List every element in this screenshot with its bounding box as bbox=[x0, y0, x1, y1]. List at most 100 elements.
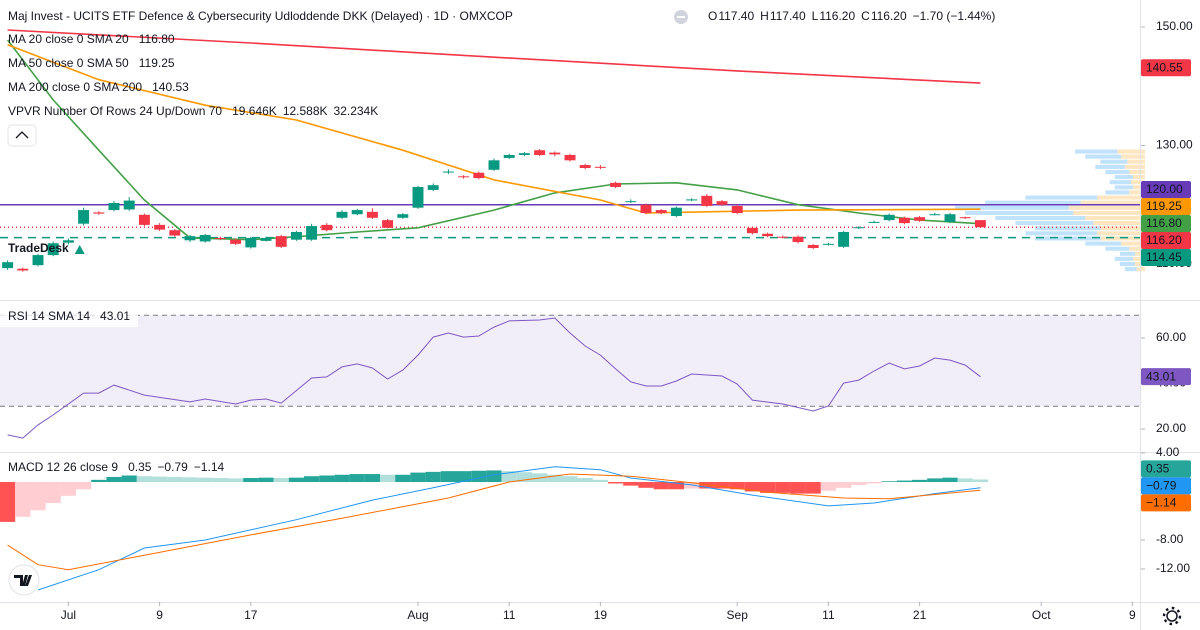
macd-histogram-bar bbox=[334, 474, 350, 483]
macd-histogram-bar bbox=[714, 482, 730, 489]
y-tick-label: -8.00 bbox=[1156, 532, 1184, 546]
macd-histogram-bar bbox=[349, 474, 365, 483]
legend-text: O bbox=[708, 9, 717, 23]
logo[interactable] bbox=[8, 564, 40, 596]
vp-down bbox=[1073, 210, 1145, 215]
macd-histogram-bar bbox=[364, 474, 380, 483]
vp-up bbox=[1025, 231, 1098, 236]
macd-line bbox=[37, 466, 981, 591]
legend-text: 0.35 bbox=[128, 460, 152, 474]
candle-body bbox=[351, 210, 363, 215]
price-tag bbox=[1141, 181, 1191, 199]
x-tick-label: Jul bbox=[61, 608, 76, 622]
legend-text: 116.20 bbox=[871, 9, 907, 23]
vp-down bbox=[1134, 251, 1145, 256]
candle-body bbox=[427, 185, 439, 190]
macd-histogram-bar bbox=[668, 482, 684, 490]
status-icon-bar bbox=[677, 16, 685, 18]
y-tick-label: 4.00 bbox=[1156, 445, 1180, 459]
price-tag bbox=[1141, 232, 1191, 250]
vp-up bbox=[1025, 195, 1098, 200]
candle-body bbox=[974, 220, 986, 228]
vp-up bbox=[1114, 175, 1134, 180]
macd-histogram-bar bbox=[380, 474, 396, 483]
legend-text: MA 200 close 0 SMA 200 bbox=[8, 80, 142, 94]
candle-body bbox=[138, 214, 150, 225]
vp-down bbox=[1129, 190, 1145, 195]
macd-histogram-bar bbox=[972, 479, 988, 483]
macd-histogram-bar bbox=[881, 481, 897, 483]
macd-histogram-bar bbox=[729, 482, 745, 490]
macd-histogram-bar bbox=[501, 471, 517, 483]
candle-body bbox=[184, 236, 196, 241]
collapse-button[interactable] bbox=[7, 124, 37, 147]
vp-down bbox=[1133, 175, 1145, 180]
candle-body bbox=[290, 231, 302, 240]
logo-mark bbox=[14, 575, 32, 586]
vp-down bbox=[1085, 215, 1145, 221]
legend-text: RSI 14 SMA 14 bbox=[8, 309, 90, 323]
moving-average bbox=[6, 39, 981, 241]
macd-histogram-bar bbox=[577, 478, 593, 483]
vp-up bbox=[1114, 185, 1134, 190]
plot-layer bbox=[0, 29, 1140, 591]
macd-histogram-bar bbox=[790, 482, 806, 494]
vp-down bbox=[1133, 185, 1145, 190]
vp-down bbox=[1100, 226, 1145, 231]
macd-histogram-bar bbox=[121, 475, 137, 483]
legend-text: 32.234K bbox=[334, 104, 379, 118]
vp-up bbox=[995, 215, 1086, 221]
vp-up bbox=[1124, 267, 1137, 272]
vp-up bbox=[1119, 261, 1135, 267]
legend-backdrop bbox=[0, 30, 183, 50]
macd-histogram-bar bbox=[866, 482, 882, 484]
candle-body bbox=[610, 182, 622, 187]
legend-text: MACD 12 26 close 9 bbox=[8, 460, 118, 474]
price-tag bbox=[1141, 477, 1191, 495]
price-tag bbox=[1141, 249, 1191, 267]
macd-histogram-bar bbox=[516, 472, 532, 483]
candle-body bbox=[382, 220, 394, 228]
vp-down bbox=[1129, 169, 1145, 175]
candle-body bbox=[716, 201, 728, 205]
vp-down bbox=[1129, 246, 1145, 251]
candle-body bbox=[868, 221, 880, 223]
macd-histogram-bar bbox=[288, 477, 304, 483]
vp-down bbox=[1121, 154, 1145, 159]
macd-histogram-bar bbox=[638, 482, 654, 488]
macd-histogram-bar bbox=[547, 474, 563, 483]
legend-text: −0.79 bbox=[157, 460, 188, 474]
legend-text: 19.646K bbox=[232, 104, 277, 118]
x-tick-label: 19 bbox=[594, 608, 608, 622]
vp-up bbox=[1085, 241, 1122, 246]
macd-histogram-bar bbox=[805, 482, 821, 494]
vp-down bbox=[1097, 195, 1145, 200]
macd-histogram-bar bbox=[91, 479, 107, 483]
vp-down bbox=[1121, 241, 1145, 246]
macd-histogram-bar bbox=[592, 479, 608, 483]
macd-histogram-bar bbox=[820, 482, 836, 491]
vp-up bbox=[1075, 149, 1118, 154]
x-tick-label: 17 bbox=[244, 608, 258, 622]
x-tick-label: 21 bbox=[913, 608, 927, 622]
macd-histogram-bar bbox=[258, 477, 274, 483]
macd-histogram-bar bbox=[136, 476, 152, 483]
macd-histogram-bar bbox=[182, 477, 198, 483]
vp-up bbox=[1109, 180, 1132, 185]
macd-histogram-bar bbox=[167, 476, 183, 483]
candle-body bbox=[518, 153, 530, 155]
macd-histogram-bar bbox=[471, 470, 487, 483]
x-tick-label: 9 bbox=[1129, 608, 1136, 622]
vp-up bbox=[1015, 221, 1094, 226]
legend-text: −1.14 bbox=[194, 460, 225, 474]
macd-histogram-bar bbox=[30, 482, 46, 511]
legend-text: 116.20 bbox=[819, 9, 855, 23]
candle-body bbox=[807, 245, 819, 248]
price-tag-label: 140.55 bbox=[1146, 60, 1183, 74]
vp-down bbox=[1133, 256, 1145, 261]
settings-button[interactable] bbox=[1162, 606, 1182, 626]
price-tag-label: 116.20 bbox=[1146, 233, 1182, 247]
